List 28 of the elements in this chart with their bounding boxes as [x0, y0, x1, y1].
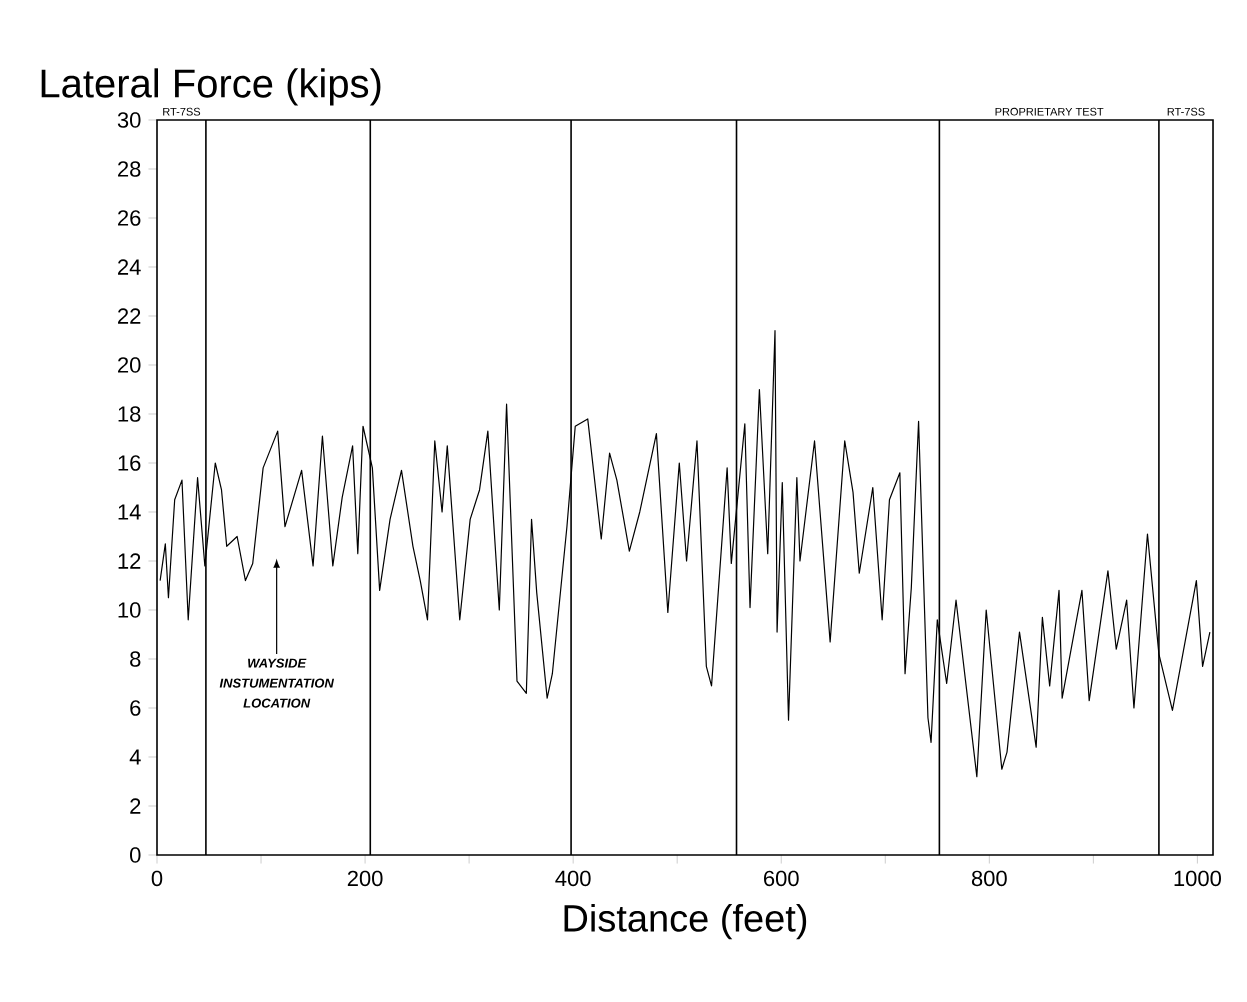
y-tick-label: 28 — [118, 161, 141, 177]
y-tick-label: 24 — [118, 259, 141, 275]
x-tick-label: 200 — [347, 870, 383, 887]
y-tick-label: 2 — [130, 798, 141, 814]
x-tick-label: 1000 — [1174, 870, 1221, 887]
y-tick-label: 14 — [118, 504, 141, 520]
y-tick-label: 18 — [118, 406, 141, 422]
x-tick-label: 800 — [971, 870, 1007, 887]
text: RT-7SS — [1167, 107, 1205, 116]
chart-title: Lateral Force (kips) — [41, 68, 381, 106]
y-tick-label: 16 — [118, 455, 141, 471]
text: RT-7SS — [163, 107, 201, 116]
text: PROPRIETARY TEST — [995, 107, 1104, 116]
x-tick-label: 400 — [555, 870, 591, 887]
y-tick-label: 26 — [118, 210, 141, 226]
y-tick-label: 30 — [117, 112, 141, 128]
x-axis-title: Distance (feet) — [564, 903, 807, 940]
x-tick-label: 0 — [151, 870, 163, 887]
y-tick-label: 8 — [130, 651, 141, 667]
y-tick-label: 20 — [118, 357, 141, 373]
y-tick-label: 22 — [118, 308, 141, 324]
y-tick-label: 4 — [129, 749, 141, 765]
x-tick-label: 600 — [764, 870, 799, 887]
y-tick-label: 6 — [130, 700, 141, 716]
y-tick-label: 12 — [118, 553, 141, 569]
y-tick-label: 10 — [118, 602, 141, 618]
y-tick-label: 0 — [130, 847, 141, 863]
annotation: WAYSIDE INSTUMENTATION LOCATION — [219, 658, 335, 708]
